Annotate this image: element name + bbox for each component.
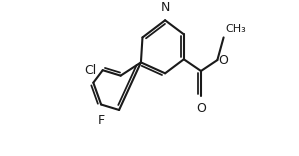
Text: CH₃: CH₃ (225, 24, 246, 34)
Text: O: O (196, 102, 206, 115)
Text: N: N (160, 1, 170, 14)
Text: Cl: Cl (84, 64, 97, 77)
Text: O: O (218, 54, 228, 67)
Text: F: F (97, 114, 105, 127)
